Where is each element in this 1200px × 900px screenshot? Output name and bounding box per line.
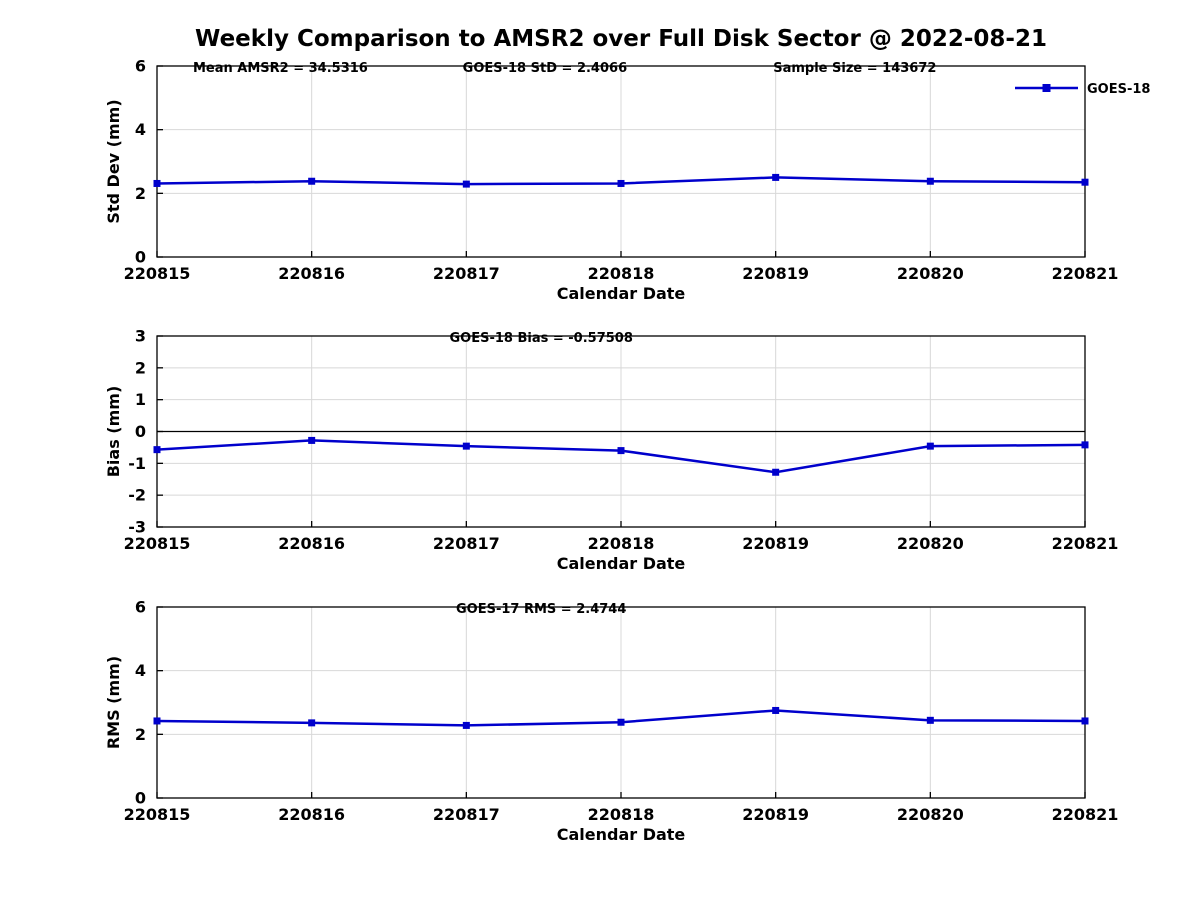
y-tick-label: 1 [135, 390, 146, 409]
data-point-marker [772, 173, 780, 181]
x-axis-label: Calendar Date [557, 284, 686, 303]
y-tick-label: 0 [135, 248, 146, 267]
x-tick-label: 220815 [124, 534, 191, 553]
x-tick-label: 220818 [588, 534, 655, 553]
x-tick-label: 220819 [742, 805, 809, 824]
bias-plot: 220815 220816 220817 220818 220819 220820 2208… [104, 327, 1118, 574]
x-tick-label: 220815 [124, 805, 191, 824]
x-tick-label: 220816 [278, 264, 345, 283]
annotation-text: GOES-18 Bias = -0.57508 [449, 331, 632, 346]
x-tick-label: 220821 [1052, 534, 1119, 553]
x-tick-label: 220816 [278, 805, 345, 824]
x-tick-label: 220821 [1052, 805, 1119, 824]
x-tick-label: 220819 [742, 264, 809, 283]
x-axis-label: Calendar Date [557, 554, 686, 573]
data-point-marker [617, 179, 625, 187]
data-point-marker [153, 717, 161, 725]
x-tick-label: 220817 [433, 264, 500, 283]
x-tick-label: 220816 [278, 534, 345, 553]
y-axis-label: RMS (mm) [104, 656, 123, 749]
data-point-marker [772, 468, 780, 476]
data-point-marker [772, 706, 780, 714]
data-point-marker [462, 442, 470, 450]
data-point-marker [308, 719, 316, 727]
legend: GOES-18 [1015, 82, 1150, 97]
y-tick-label: 0 [135, 422, 146, 441]
x-tick-label: 220817 [433, 534, 500, 553]
x-tick-label: 220819 [742, 534, 809, 553]
annotation-text: GOES-18 StD = 2.4066 [463, 61, 627, 76]
y-tick-label: -2 [128, 486, 146, 505]
data-point-marker [1081, 441, 1089, 449]
rms-plot: 220815 220816 220817 220818 220819 220820 2208… [104, 598, 1118, 845]
legend-marker [1042, 84, 1051, 92]
legend-label: GOES-18 [1087, 82, 1150, 97]
page-title: Weekly Comparison to AMSR2 over Full Dis… [195, 26, 1047, 52]
x-tick-label: 220821 [1052, 264, 1119, 283]
x-tick-label: 220815 [124, 264, 191, 283]
x-tick-label: 220820 [897, 805, 964, 824]
data-point-marker [1081, 717, 1089, 725]
y-tick-label: 2 [135, 358, 146, 377]
data-point-marker [1081, 178, 1089, 186]
x-tick-label: 220818 [588, 264, 655, 283]
std-dev-plot: 220815 220816 220817 220818 220819 220820 2208… [104, 57, 1150, 304]
data-point-marker [153, 446, 161, 454]
x-axis-label: Calendar Date [557, 825, 686, 844]
y-tick-label: 4 [135, 120, 146, 139]
y-tick-label: 2 [135, 725, 146, 744]
y-tick-label: -1 [128, 454, 146, 473]
annotation-text: Mean AMSR2 = 34.5316 [193, 61, 368, 76]
x-tick-label: 220820 [897, 264, 964, 283]
x-tick-label: 220818 [588, 805, 655, 824]
data-point-marker [926, 177, 934, 185]
annotation-text: Sample Size = 143672 [773, 61, 936, 76]
annotation-text: GOES-17 RMS = 2.4744 [456, 602, 626, 617]
data-point-marker [617, 447, 625, 455]
data-point-marker [153, 179, 161, 187]
y-tick-label: 2 [135, 184, 146, 203]
x-tick-label: 220820 [897, 534, 964, 553]
data-point-marker [308, 436, 316, 444]
y-tick-label: 6 [135, 57, 146, 76]
y-tick-label: 0 [135, 789, 146, 808]
data-point-marker [462, 721, 470, 729]
y-tick-label: -3 [128, 518, 146, 537]
data-point-marker [308, 177, 316, 185]
y-axis-label: Bias (mm) [104, 386, 123, 478]
y-tick-label: 6 [135, 598, 146, 617]
data-point-marker [617, 718, 625, 726]
y-tick-label: 4 [135, 661, 146, 680]
data-point-marker [462, 180, 470, 188]
y-axis-label: Std Dev (mm) [104, 99, 123, 223]
data-point-marker [926, 716, 934, 724]
x-tick-label: 220817 [433, 805, 500, 824]
data-point-marker [926, 442, 934, 450]
y-tick-label: 3 [135, 327, 146, 346]
